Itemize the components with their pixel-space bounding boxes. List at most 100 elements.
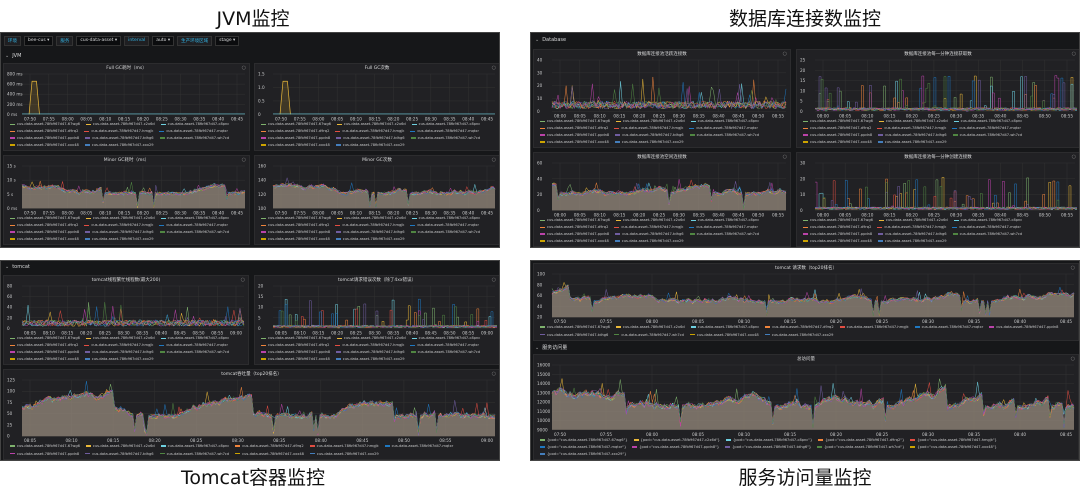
legend-item[interactable]: cus-data-asset-78fb967d47-wh7cd xyxy=(410,135,480,142)
panel-title[interactable]: Full GC耗时（ms） xyxy=(106,66,147,71)
legend-item[interactable]: cus-data-asset-78fb967d47-hmgjk xyxy=(84,128,153,135)
legend-item[interactable]: cus-data-asset-78fb967d47-hmgjk xyxy=(335,222,404,229)
panel-db-active[interactable]: 数据库连接池活跃连接数 ○ 0 10 20 30 40 08:00 08:05 08:10 08:1… xyxy=(533,49,791,148)
legend-item[interactable]: cus-data-asset-78fb967d47-67wg6 xyxy=(10,335,80,342)
legend-item[interactable]: cus-data-asset-78fb967d47-d9rq2 xyxy=(540,125,608,132)
legend-item[interactable]: cus-data-asset-78fb967d47-hmgjk xyxy=(614,125,683,132)
var-service-select[interactable]: cus-data-asset ▾ xyxy=(76,36,122,46)
legend-item[interactable]: cus-data-asset-78fb967d47-c8pnc xyxy=(953,217,1022,224)
legend-item[interactable]: cus-data-asset-78fb967d47-tdhg6 xyxy=(540,332,608,339)
legend-item[interactable]: cus-data-asset-78fb967d47-mqtxr xyxy=(952,125,1021,132)
legend-item[interactable]: cus-data-asset-78fb967d47-mqtxr xyxy=(689,125,758,132)
legend-item[interactable]: cus-data-asset-78fb967d47-c2x6d xyxy=(85,443,155,450)
legend-item[interactable]: cus-data-asset-78fb967d47-hmgjk xyxy=(335,342,404,349)
legend-item[interactable]: cus-data-asset-78fb967d47-wh7cd xyxy=(410,229,480,236)
legend-item[interactable]: cus-data-asset-78fb967d47-wh7cd xyxy=(614,332,684,339)
panel-title[interactable]: tomcat吞吐量（top20排名） xyxy=(221,372,282,377)
legend-item[interactable]: cus-data-asset-78fb967d47-xxx29 xyxy=(614,238,684,245)
legend-item[interactable]: cus-data-asset-78fb967d47-mqtxr xyxy=(384,443,453,450)
panel-menu-icon[interactable]: ○ xyxy=(782,51,787,57)
panel-minorgc-count[interactable]: Minor GC次数 ○ 100 120 140 160 07:50 07:55 08:00 08… xyxy=(254,155,499,245)
legend-item[interactable]: cus-data-asset-78fb967d47-d9rq2 xyxy=(803,125,871,132)
legend-item[interactable]: cus-data-asset-78fb967d47-xxx29 xyxy=(84,236,154,243)
panel-tc-err[interactable]: tomcat请求错误次数（除了4xx错误） ○ 0 5 10 15 20 08:05 08:10… xyxy=(254,275,499,365)
legend-item[interactable]: cus-data-asset-78fb967d47-hmgjk xyxy=(309,443,379,450)
legend-item[interactable]: cus-data-asset-78fb967d47-ppdn8 xyxy=(989,324,1058,331)
legend-item[interactable]: cus-data-asset-78fb967d47-xxx48 xyxy=(689,332,759,339)
legend-item[interactable]: cus-data-asset-78fb967d47-67wg6 xyxy=(261,335,331,342)
legend-item[interactable]: cus-data-asset-78fb967d47-mqtxr xyxy=(914,324,983,331)
legend-item[interactable]: cus-data-asset-78fb967d47-ppdn8 xyxy=(803,231,872,238)
legend-item[interactable]: cus-data-asset-78fb967d47-wh7cd xyxy=(952,132,1022,139)
legend-item[interactable]: cus-data-asset-78fb967d47-c8pnc xyxy=(411,215,480,222)
legend-item[interactable]: cus-data-asset-78fb967d47-67wg6 xyxy=(540,217,610,224)
legend-item[interactable]: cus-data-asset-78fb967d47-c2x6d xyxy=(878,118,948,125)
var-region-select[interactable]: stage ▾ xyxy=(215,36,240,46)
legend-item[interactable]: cus-data-asset-78fb967d47-tdhg6 xyxy=(615,231,684,238)
legend-item[interactable]: cus-data-asset-78fb967d47-67wg6 xyxy=(261,215,331,222)
legend-item[interactable]: cus-data-asset-78fb967d47-xxx29 xyxy=(335,356,405,363)
legend-item[interactable]: cus-data-asset-78fb967d47-hmgjk xyxy=(839,324,909,331)
legend-item[interactable]: cus-data-asset-78fb967d47-xxx48 xyxy=(261,236,330,243)
legend-item[interactable]: cus-data-asset-78fb967d47-67wg6 xyxy=(261,121,331,128)
legend-item[interactable]: cus-data-asset-78fb967d47-ppdn8 xyxy=(10,229,79,236)
panel-menu-icon[interactable]: ○ xyxy=(241,157,246,163)
row-header-traffic[interactable]: ⌄ 服务访问量 xyxy=(535,344,567,351)
legend-item[interactable]: cus-data-asset-78fb967d47-d9rq2 xyxy=(261,128,329,135)
legend-item[interactable]: {pod="cus-data-asset-78fb967d47-mqtxr"} xyxy=(540,444,626,451)
panel-title[interactable]: 总访问量 xyxy=(797,357,815,362)
legend-item[interactable]: cus-data-asset-78fb967d47-ppdn8 xyxy=(261,349,330,356)
legend-item[interactable]: cus-data-asset-78fb967d47-67wg6 xyxy=(803,217,873,224)
legend-item[interactable]: cus-data-asset-78fb967d47-xxx48 xyxy=(540,139,609,146)
legend-item[interactable]: cus-data-asset-78fb967d47-tdhg6 xyxy=(615,132,684,139)
row-header-tomcat[interactable]: ⌄ tomcat xyxy=(5,264,30,270)
panel-title[interactable]: tomcat请求错误次数（除了4xx错误） xyxy=(337,278,417,283)
legend-item[interactable]: cus-data-asset-78fb967d47-wh7cd xyxy=(689,231,759,238)
panel-menu-icon[interactable]: ○ xyxy=(782,154,787,160)
legend-item[interactable]: cus-data-asset-78fb967d47-67wg6 xyxy=(10,215,80,222)
legend-item[interactable]: cus-data-asset-78fb967d47-d9rq2 xyxy=(765,324,834,331)
legend-item[interactable]: cus-data-asset-78fb967d47-c2x6d xyxy=(336,215,406,222)
legend-item[interactable]: cus-data-asset-78fb967d47-mqtxr xyxy=(689,224,758,231)
row-header-database[interactable]: ⌄ Database xyxy=(535,37,566,43)
legend-item[interactable]: {pod="cus-data-asset-78fb967d47-ppdn8"} xyxy=(632,444,719,451)
legend-item[interactable]: cus-data-asset-78fb967d47-ppdn8 xyxy=(261,229,330,236)
legend-item[interactable]: cus-data-asset-78fb967d47-wh7cd xyxy=(952,231,1022,238)
var-env-select[interactable]: bee-cus ▾ xyxy=(24,36,54,46)
panel-db-timeout[interactable]: 数据库连接池每一分钟连接获取数 ○ 0 5 10 15 20 25 08:00 08:05 08:1… xyxy=(796,49,1079,148)
legend-item[interactable]: cus-data-asset-78fb967d47-d9rq2 xyxy=(540,224,608,231)
legend-item[interactable]: cus-data-asset-78fb967d47-mqtxr xyxy=(952,224,1021,231)
legend-item[interactable]: {pod="cus-data-asset-78fb967d47-tdhg6"} xyxy=(725,444,811,451)
legend-item[interactable]: cus-data-asset-78fb967d47-c8pnc xyxy=(690,324,759,331)
legend-item[interactable]: cus-data-asset-78fb967d47-xxx29 xyxy=(614,139,684,146)
legend-item[interactable]: cus-data-asset-78fb967d47-tdhg6 xyxy=(85,451,154,458)
legend-item[interactable]: {pod="cus-data-asset-78fb967d47-d9rq2"} xyxy=(818,437,904,444)
panel-menu-icon[interactable]: ○ xyxy=(491,371,496,377)
legend-item[interactable]: cus-data-asset-78fb967d47-tdhg6 xyxy=(85,349,154,356)
legend-item[interactable]: cus-data-asset-78fb967d47-mqtxr xyxy=(410,222,479,229)
panel-menu-icon[interactable]: ○ xyxy=(491,277,496,283)
legend-item[interactable]: {pod="cus-data-asset-78fb967d47-xxx48"} xyxy=(910,444,997,451)
legend-item[interactable]: cus-data-asset-78fb967d47-xxx29 xyxy=(335,142,405,149)
legend-item[interactable]: cus-data-asset-78fb967d47-ppdn8 xyxy=(261,135,330,142)
legend-item[interactable]: cus-data-asset-78fb967d47-c2x6d xyxy=(85,335,155,342)
legend-item[interactable]: {pod="cus-data-asset-78fb967d47-c8pnc"} xyxy=(725,437,812,444)
legend-item[interactable]: cus-data-asset-78fb967d47-xxx48 xyxy=(10,236,79,243)
legend-item[interactable]: cus-data-asset-78fb967d47-xxx29 xyxy=(877,238,947,245)
legend-item[interactable]: cus-data-asset-78fb967d47-xxx48 xyxy=(803,238,872,245)
legend-item[interactable]: cus-data-asset-78fb967d47-xxx48 xyxy=(10,142,79,149)
legend-item[interactable]: cus-data-asset-78fb967d47-xxx48 xyxy=(540,238,609,245)
legend-item[interactable]: cus-data-asset-78fb967d47-c2x6d xyxy=(85,121,155,128)
legend-item[interactable]: cus-data-asset-78fb967d47-ppdn8 xyxy=(540,231,609,238)
legend-item[interactable]: cus-data-asset-78fb967d47-c2x6d xyxy=(85,215,155,222)
legend-item[interactable]: cus-data-asset-78fb967d47-c2x6d xyxy=(336,121,406,128)
legend-item[interactable]: cus-data-asset-78fb967d47-mqtxr xyxy=(159,128,228,135)
legend-item[interactable]: cus-data-asset-78fb967d47-67wg6 xyxy=(803,118,873,125)
legend-item[interactable]: cus-data-asset-78fb967d47-wh7cd xyxy=(159,229,229,236)
legend-item[interactable]: cus-data-asset-78fb967d47-c8pnc xyxy=(690,118,759,125)
legend-item[interactable]: cus-data-asset-78fb967d47-tdhg6 xyxy=(85,229,154,236)
panel-svc-req[interactable]: tomcat 请求数（top20排名） ○ 20 40 60 80 100 07:50 07:5… xyxy=(533,263,1079,341)
legend-item[interactable]: cus-data-asset-78fb967d47-ppdn8 xyxy=(10,135,79,142)
legend-item[interactable]: cus-data-asset-78fb967d47-hmgjk xyxy=(335,128,404,135)
legend-item[interactable]: cus-data-asset-78fb967d47-d9rq2 xyxy=(803,224,871,231)
